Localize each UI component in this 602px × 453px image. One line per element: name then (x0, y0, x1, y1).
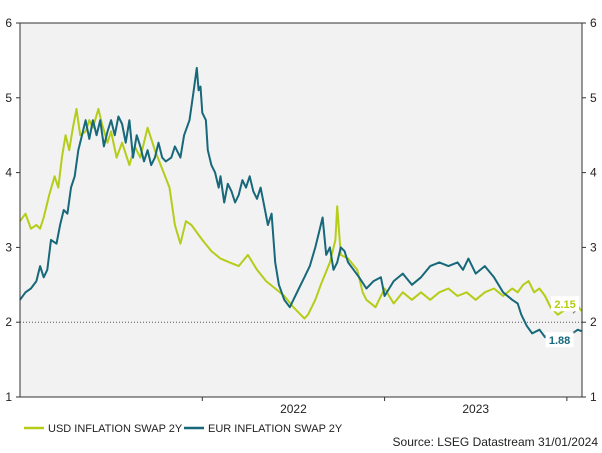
y-tick-label-right: 3 (590, 240, 597, 254)
y-tick-label-right: 6 (590, 16, 597, 30)
usd-last-value-label: 2.15 (554, 299, 575, 311)
series-layer (19, 66, 583, 342)
annotations: 2.15 1.88 (545, 296, 580, 348)
eur-inflation-swap-line (19, 66, 582, 342)
y-axis-left: 1 2 3 4 5 6 (5, 16, 20, 404)
y-tick-label-left: 4 (5, 166, 12, 180)
x-tick-label: 2022 (280, 402, 307, 416)
annotation-box (545, 332, 574, 348)
year-dividers (201, 397, 568, 401)
y-tick-label-left: 6 (5, 16, 12, 30)
x-axis: 2022 2023 (280, 402, 489, 416)
annotation-box (551, 296, 580, 312)
legend-eur-label: EUR INFLATION SWAP 2Y (208, 423, 343, 435)
plot-frame (19, 22, 583, 398)
y-tick-label-left: 2 (5, 315, 12, 329)
legend-usd-label: USD INFLATION SWAP 2Y (48, 423, 183, 435)
y-tick-label-right: 1 (590, 390, 597, 404)
y-tick-label-right: 4 (590, 166, 597, 180)
legend: USD INFLATION SWAP 2Y EUR INFLATION SWAP… (24, 423, 343, 435)
y-tick-label-left: 3 (5, 240, 12, 254)
y-axis-right: 1 2 3 4 5 6 (582, 16, 597, 404)
x-tick-label: 2023 (462, 402, 489, 416)
y-tick-label-right: 2 (590, 315, 597, 329)
plot-background (20, 23, 582, 397)
source-note: Source: LSEG Datastream 31/01/2024 (393, 435, 599, 449)
y-tick-label-left: 1 (5, 390, 12, 404)
eur-last-value-label: 1.88 (549, 335, 570, 347)
annotation-leader (572, 310, 576, 314)
y-tick-label-right: 5 (590, 91, 597, 105)
y-tick-label-left: 5 (5, 91, 12, 105)
